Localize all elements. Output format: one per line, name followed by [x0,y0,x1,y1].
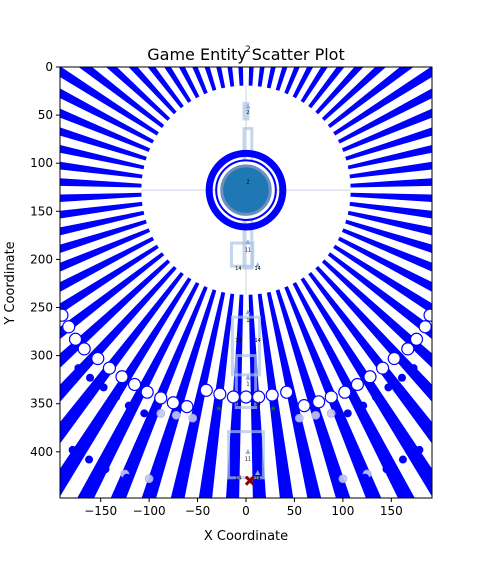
x-tick-label: −150 [84,504,117,518]
hollow-point [214,388,226,400]
hollow-point [388,353,400,365]
solid-point [415,446,423,454]
hollow-point [78,343,90,355]
x-tick-label: 0 [242,504,250,518]
faint-point [172,411,180,419]
hollow-point [129,378,141,390]
entity-label: 11 [245,456,251,462]
y-tick-label: 200 [30,252,53,266]
faint-point [295,414,303,422]
hollow-point [70,333,82,345]
hollow-point [92,353,104,365]
x-tick-label: −50 [185,504,210,518]
entity-label: 14 [235,476,241,482]
hollow-point [281,386,293,398]
hollow-point [364,371,376,383]
y-tick-label: 50 [38,108,53,122]
solid-point [123,474,131,482]
y-tick-label: 150 [30,204,53,218]
solid-point [102,465,110,473]
solid-point [140,409,148,417]
x-tick-label: 100 [331,504,354,518]
solid-point [100,383,108,391]
hollow-point [63,321,75,333]
hollow-point [313,396,325,408]
entity-label: 14 [254,266,260,272]
faint-point [145,475,153,483]
entity-label: 14 [254,402,260,408]
entity-label: 2 [246,179,249,185]
hollow-point [325,391,337,403]
hollow-point [240,391,252,403]
x-tick-label: 50 [287,504,302,518]
faint-point [157,409,165,417]
hollow-point [402,343,414,355]
solid-point [399,456,407,464]
solid-point [112,393,120,401]
entity-label: 14 [254,338,260,344]
hollow-point [419,321,431,333]
solid-point [69,446,77,454]
hollow-point [141,386,153,398]
entity-label: 1 [246,381,249,387]
solid-point [359,402,367,410]
hollow-point [200,384,212,396]
hollow-point [103,362,115,374]
hollow-point [351,378,363,390]
y-tick-label: 300 [30,349,53,363]
solid-point [372,393,380,401]
faint-point [327,409,335,417]
solid-point [382,465,390,473]
entity-label: 14 [235,338,241,344]
solid-point [344,409,352,417]
entity-label: 11 [245,248,251,254]
solid-point [361,474,369,482]
y-tick-label: 100 [30,156,53,170]
solid-point [422,352,430,360]
solid-point [384,383,392,391]
hollow-point [339,386,351,398]
solid-point [86,374,94,382]
entity-label: 14 [235,266,241,272]
hollow-point [181,401,193,413]
hollow-point [266,389,278,401]
y-tick-label: 350 [30,397,53,411]
y-axis-label: Y Coordinate [3,241,18,325]
x-tick-label: 150 [380,504,403,518]
solid-point [85,456,93,464]
x-tick-label: −100 [133,504,166,518]
y-tick-label: 400 [30,445,53,459]
solid-point [62,352,70,360]
solid-point [74,364,82,372]
faint-point [189,414,197,422]
entity-label: 1 [246,318,249,324]
solid-point [125,402,133,410]
hollow-point [411,333,423,345]
faint-point [312,411,320,419]
central-entity [222,166,271,215]
solid-point [398,374,406,382]
entity-label: 2 [246,110,249,116]
hollow-point [377,362,389,374]
hollow-point [155,392,167,404]
solid-point [410,364,418,372]
entity-label: 14 [235,402,241,408]
entity-label: 14 [254,476,260,482]
faint-point [339,475,347,483]
y-tick-label: 0 [45,60,53,74]
hollow-point [298,400,310,412]
hollow-point [116,371,128,383]
x-axis-label: X Coordinate [204,529,288,544]
chart-title: Game Entity Scatter Plot [147,45,344,64]
hollow-point [167,397,179,409]
y-tick-label: 250 [30,301,53,315]
